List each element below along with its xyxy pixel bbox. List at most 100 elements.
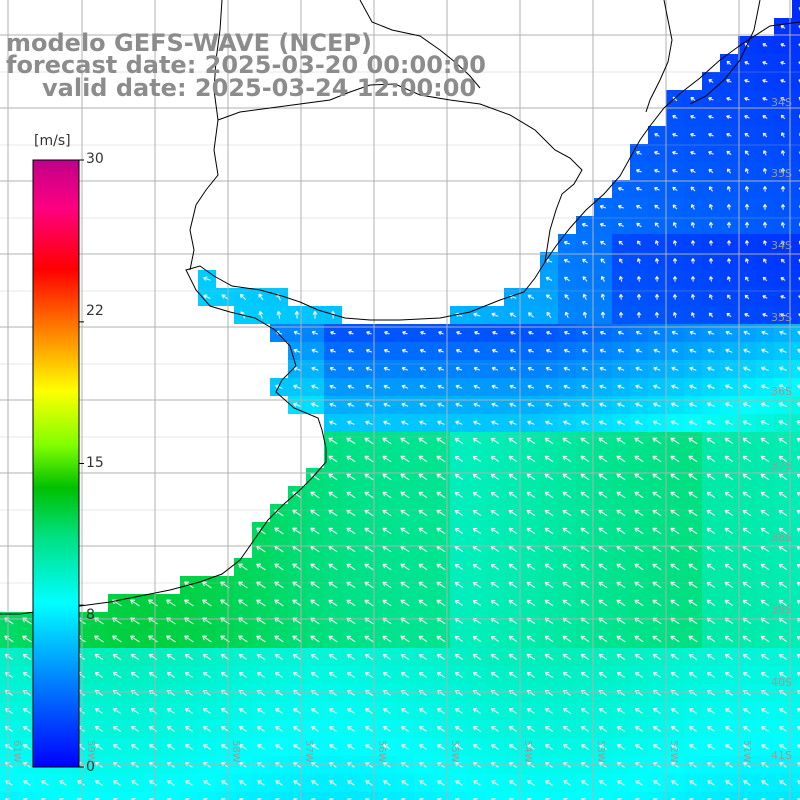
wind-arrow	[238, 599, 248, 607]
wind-arrow	[691, 204, 695, 210]
wind-arrow	[600, 311, 606, 319]
speed-cell	[36, 792, 54, 800]
speed-cell	[720, 792, 738, 800]
wind-arrow	[274, 635, 284, 643]
wind-arrow	[149, 798, 154, 800]
wind-arrow	[544, 491, 554, 499]
wind-arrow	[310, 402, 319, 407]
wind-arrow	[654, 294, 660, 300]
lon-label-52w: 52W	[668, 740, 679, 763]
wind-arrow	[742, 708, 751, 714]
wind-arrow	[346, 672, 355, 678]
wind-arrow	[762, 221, 768, 228]
wind-arrow	[780, 295, 786, 299]
wind-arrow	[112, 635, 122, 643]
wind-arrow	[544, 455, 554, 463]
wind-arrow	[491, 384, 499, 389]
wind-arrow	[745, 258, 750, 264]
wind-arrow	[706, 455, 716, 463]
wind-arrow	[725, 744, 733, 750]
wind-arrow	[689, 330, 697, 335]
wind-arrow	[364, 455, 374, 463]
wind-arrow	[437, 420, 445, 425]
wind-arrow	[617, 204, 624, 209]
speed-cell	[378, 792, 396, 800]
wind-arrow	[508, 563, 518, 571]
wind-arrow	[346, 708, 355, 714]
speed-cell	[396, 792, 414, 800]
wind-arrow	[365, 420, 373, 425]
wind-arrow	[778, 437, 788, 445]
wind-arrow	[239, 798, 244, 800]
wind-arrow	[491, 402, 499, 407]
wind-arrow	[562, 473, 572, 481]
wind-arrow	[563, 258, 571, 263]
wind-arrow	[688, 672, 697, 678]
wind-arrow	[688, 437, 698, 445]
wind-arrow	[274, 527, 284, 535]
wind-arrow	[724, 437, 734, 445]
wind-arrow	[545, 420, 553, 425]
wind-arrow	[526, 437, 536, 445]
wind-arrow	[671, 384, 679, 389]
wind-arrow	[544, 527, 554, 535]
wind-arrow	[780, 114, 786, 120]
wind-arrow	[779, 330, 787, 335]
wind-arrow	[508, 491, 518, 499]
wind-arrow	[526, 744, 535, 750]
wind-arrow	[653, 348, 661, 353]
wind-arrow	[706, 473, 716, 481]
wind-arrow	[184, 635, 194, 643]
wind-arrow	[454, 455, 464, 463]
speed-cell	[126, 792, 144, 800]
speed-cell	[792, 0, 800, 18]
speed-cell	[54, 792, 72, 800]
wind-arrow	[256, 527, 266, 535]
wind-arrow	[436, 672, 446, 678]
wind-arrow	[366, 331, 372, 335]
speed-cell	[360, 792, 378, 800]
wind-arrow	[635, 780, 643, 786]
wind-arrow	[563, 402, 571, 407]
speed-cell	[792, 738, 800, 756]
wind-arrow	[508, 708, 517, 714]
speed-cell	[504, 792, 522, 800]
wind-arrow	[562, 491, 572, 499]
wind-arrow	[4, 744, 13, 750]
wind-arrow	[508, 744, 517, 750]
wind-arrow	[563, 798, 568, 800]
wind-arrow	[690, 258, 696, 264]
wind-arrow	[724, 420, 734, 426]
wind-arrow	[41, 798, 46, 800]
wind-arrow	[760, 402, 770, 408]
wind-arrow	[796, 366, 800, 371]
wind-arrow	[636, 151, 642, 155]
wind-arrow	[472, 563, 482, 571]
wind-arrow	[690, 97, 696, 101]
wind-arrow	[706, 654, 715, 660]
speed-cell	[792, 432, 800, 450]
wind-arrow	[688, 563, 698, 571]
wind-arrow	[652, 563, 662, 571]
wind-arrow	[618, 293, 624, 300]
wind-arrow	[418, 654, 428, 660]
wind-arrow	[690, 169, 696, 173]
wind-arrow	[616, 473, 626, 481]
wind-arrow	[418, 437, 428, 445]
wind-arrow	[763, 150, 767, 156]
wind-arrow	[221, 780, 229, 786]
wind-arrow	[691, 312, 695, 318]
wind-arrow	[292, 672, 301, 678]
wind-arrow	[294, 311, 300, 319]
wind-arrow	[780, 277, 786, 281]
speed-cell	[162, 792, 180, 800]
wind-arrow	[544, 635, 554, 643]
speed-cell	[792, 378, 800, 396]
wind-arrow	[778, 509, 788, 517]
wind-arrow	[635, 186, 642, 191]
wind-arrow	[744, 150, 750, 156]
wind-arrow	[778, 473, 788, 481]
wind-arrow	[383, 384, 391, 389]
wind-arrow	[599, 798, 604, 800]
lagoon-outer	[689, 0, 761, 105]
